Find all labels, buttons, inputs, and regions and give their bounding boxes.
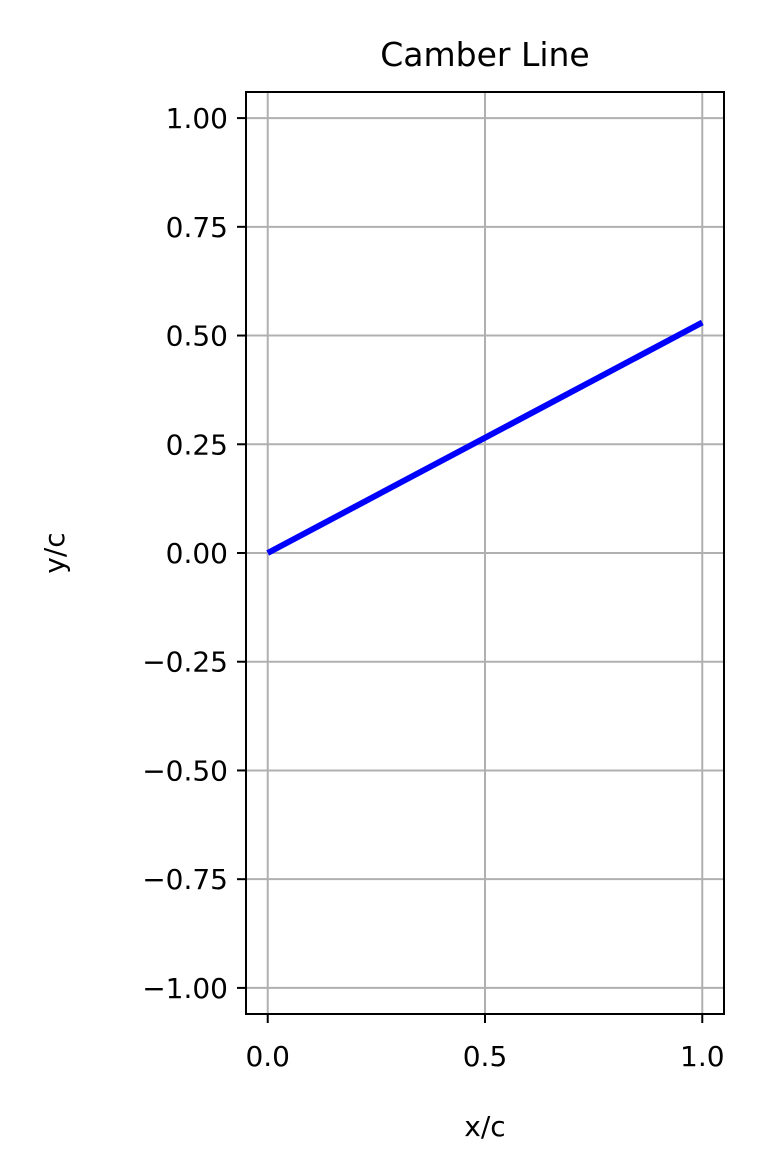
x-tick-label: 0.5 xyxy=(463,1040,508,1073)
y-tick-label: 1.00 xyxy=(166,102,228,135)
chart-title: Camber Line xyxy=(380,35,590,74)
y-tick-label: −0.25 xyxy=(142,646,228,679)
grid xyxy=(246,92,724,1014)
x-tick-label: 0.0 xyxy=(245,1040,290,1073)
y-tick-label: −0.50 xyxy=(142,754,228,787)
series-layer xyxy=(266,319,704,556)
y-tick-label: 0.75 xyxy=(166,211,228,244)
ticks: 0.0 0.5 1.0 1.00 0.75 0.50 0.25 0.00 −0.25 −0.50 −… xyxy=(142,102,724,1073)
y-tick-label: −0.75 xyxy=(142,863,228,896)
y-tick-label: 0.00 xyxy=(166,537,228,570)
y-tick-label: −1.00 xyxy=(142,972,228,1005)
y-axis-label: y/c xyxy=(38,532,71,573)
y-tick-label: 0.25 xyxy=(166,428,228,461)
y-tick-label: 0.50 xyxy=(166,320,228,353)
x-axis-label: x/c xyxy=(464,1110,505,1143)
x-tick-label: 1.0 xyxy=(680,1040,725,1073)
series-line xyxy=(266,319,704,556)
